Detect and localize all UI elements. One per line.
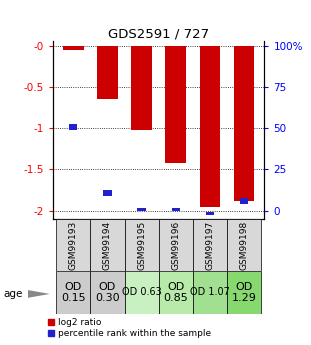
- Bar: [131, 46, 152, 130]
- Text: OD
1.29: OD 1.29: [231, 282, 256, 303]
- Text: GSM99197: GSM99197: [205, 220, 214, 269]
- Bar: [159, 271, 193, 314]
- Bar: [97, 46, 118, 99]
- Bar: [240, 198, 248, 204]
- Text: GSM99193: GSM99193: [69, 220, 78, 269]
- Bar: [69, 124, 77, 130]
- Bar: [172, 207, 180, 211]
- Bar: [103, 190, 112, 196]
- Bar: [137, 207, 146, 211]
- Polygon shape: [28, 290, 50, 298]
- Bar: [234, 46, 254, 201]
- Bar: [124, 271, 159, 314]
- Text: OD
0.30: OD 0.30: [95, 282, 120, 303]
- Text: GSM99195: GSM99195: [137, 220, 146, 269]
- Bar: [56, 271, 91, 314]
- Text: OD
0.85: OD 0.85: [163, 282, 188, 303]
- Bar: [165, 46, 186, 163]
- Text: GSM99194: GSM99194: [103, 220, 112, 269]
- Legend: log2 ratio, percentile rank within the sample: log2 ratio, percentile rank within the s…: [48, 318, 211, 338]
- Bar: [63, 46, 84, 50]
- Bar: [159, 219, 193, 271]
- Bar: [193, 219, 227, 271]
- Bar: [227, 219, 261, 271]
- Bar: [91, 271, 124, 314]
- Text: age: age: [3, 289, 22, 299]
- Bar: [200, 46, 220, 207]
- Text: GSM99196: GSM99196: [171, 220, 180, 269]
- Text: OD
0.15: OD 0.15: [61, 282, 86, 303]
- Bar: [206, 211, 214, 215]
- Text: OD 0.63: OD 0.63: [122, 287, 161, 297]
- Text: OD 1.07: OD 1.07: [190, 287, 230, 297]
- Bar: [193, 271, 227, 314]
- Title: GDS2591 / 727: GDS2591 / 727: [108, 27, 209, 40]
- Bar: [56, 219, 91, 271]
- Bar: [91, 219, 124, 271]
- Text: GSM99198: GSM99198: [239, 220, 248, 269]
- Bar: [124, 219, 159, 271]
- Bar: [227, 271, 261, 314]
